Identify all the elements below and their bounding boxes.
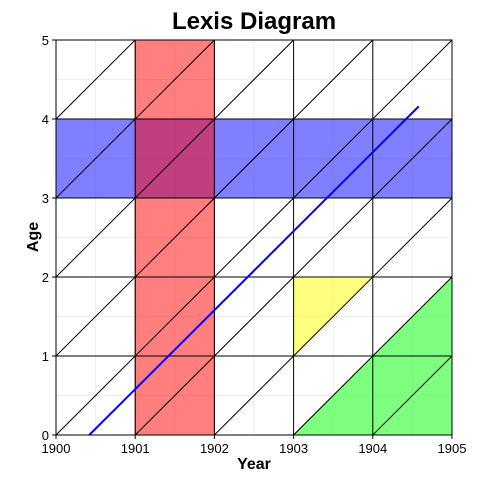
x-tick-label: 1905 — [438, 441, 467, 456]
lexis-diagonal — [55, 39, 215, 199]
x-axis-label: Year — [237, 456, 271, 473]
lexis-diagonal — [293, 276, 453, 436]
lexis-diagonals — [55, 39, 453, 436]
lexis-diagonal — [214, 197, 453, 436]
y-tick-label: 2 — [42, 270, 49, 285]
y-tick-label: 4 — [42, 112, 49, 127]
y-axis-label: Age — [25, 222, 42, 252]
y-tick-label: 1 — [42, 349, 49, 364]
x-tick-label: 1904 — [358, 441, 387, 456]
y-tick-label: 3 — [42, 191, 49, 206]
lexis-diagonal — [55, 39, 136, 120]
lexis-diagonal — [134, 118, 453, 436]
x-tick-label: 1901 — [121, 441, 150, 456]
x-tick-label: 1903 — [279, 441, 308, 456]
lexis-diagonal — [372, 355, 453, 436]
x-tick-label: 1902 — [200, 441, 229, 456]
lifeline — [88, 105, 420, 436]
lexis-diagonal — [55, 39, 453, 436]
plot-frame — [55, 39, 453, 436]
y-axis: 0 1 2 3 4 5 — [42, 33, 56, 443]
x-tick-label: 1900 — [42, 441, 71, 456]
y-tick-label: 0 — [42, 428, 49, 443]
lexis-diagonal — [55, 39, 374, 357]
y-tick-label: 5 — [42, 33, 49, 48]
chart-title: Lexis Diagram — [172, 8, 336, 35]
lexis-diagonal — [55, 39, 294, 278]
lifelines — [88, 105, 420, 436]
x-axis: 1900 1901 1902 1903 1904 1905 — [42, 435, 467, 456]
